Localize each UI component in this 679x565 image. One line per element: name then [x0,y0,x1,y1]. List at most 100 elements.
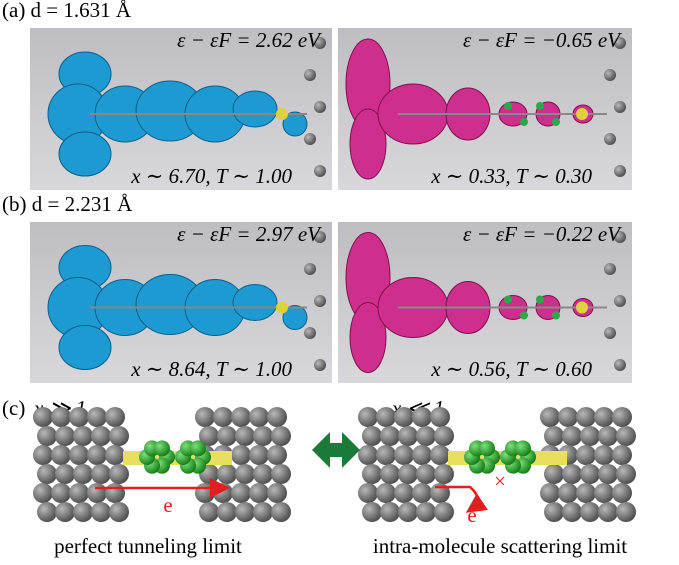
transmission-label: x ∼ 8.64, T ∼ 1.00 [130,357,292,381]
energy-label: ε − εF = −0.22 eV [463,222,622,246]
atom [520,118,528,126]
electrode-atom [69,407,89,427]
electrode-atom [91,502,111,522]
lobe [59,326,111,370]
electrode-atom [69,483,89,503]
electrode-atom [105,407,125,427]
electrode-atom [416,426,436,446]
electrode-atom [87,483,107,503]
electrode-atom [434,426,454,446]
caption: perfect tunneling limit [54,534,242,558]
electrode-atom [55,426,75,446]
electrode-atom [362,426,382,446]
electrode-atom [69,445,89,465]
electrode-atom [562,426,582,446]
electrode-atom [253,426,273,446]
electrode-atom [380,502,400,522]
double-arrow [312,432,360,468]
atom [552,118,560,126]
electrode-atom [199,502,219,522]
electrode-atom [562,464,582,484]
electrode-atom [267,407,287,427]
atom [552,312,560,320]
electrode-atom [109,464,129,484]
electrode-atom [434,464,454,484]
electrode-atom [362,464,382,484]
electrode-atom [231,445,251,465]
gold-atom [604,133,616,145]
electrode-atom [612,407,632,427]
electrode-atom [271,464,291,484]
electrode-atom [380,464,400,484]
electrode-atom [616,426,636,446]
electrode-atom [616,502,636,522]
gold-atom [614,295,626,307]
electrode-atom [249,407,269,427]
electrode-atom [55,464,75,484]
atom [504,296,512,304]
electrode-atom [376,483,396,503]
electrode-atom [87,407,107,427]
electrode-atom [416,464,436,484]
atom [536,102,544,110]
electrode-atom [598,502,618,522]
junction [358,407,636,522]
electrode-atom [267,483,287,503]
electrode-atom [380,426,400,446]
atom [536,296,544,304]
ring-atom [515,440,531,456]
electron-label: e [467,503,476,527]
electrode-atom [235,502,255,522]
electrode-atom [398,426,418,446]
electrode-atom [217,464,237,484]
electrode-atom [412,407,432,427]
electrode-atom [612,445,632,465]
electrode-atom [87,445,107,465]
electrode-atom [576,407,596,427]
electrode-atom [416,502,436,522]
electrode-atom [562,502,582,522]
electrode-atom [51,445,71,465]
electrode-atom [109,502,129,522]
sulfur [576,302,588,314]
gold-atom [604,69,616,81]
electrode-atom [33,483,53,503]
gold-atom [304,133,316,145]
electrode-atom [398,464,418,484]
electrode-atom [580,502,600,522]
electron-label: e [163,493,172,517]
electrode-atom [195,407,215,427]
energy-label: ε − εF = 2.62 eV [177,28,322,52]
electrode-atom [217,426,237,446]
electrode-atom [271,502,291,522]
electrode-atom [594,445,614,465]
panel-label: (a) d = 1.631 Å [2,0,132,22]
electrode-atom [576,483,596,503]
electrode-atom [544,426,564,446]
electrode-atom [558,483,578,503]
electrode-atom [576,445,596,465]
electrode-atom [412,445,432,465]
electrode-atom [358,407,378,427]
electrode-atom [73,464,93,484]
energy-label: ε − εF = −0.65 eV [463,28,622,52]
ring-atom [190,440,206,456]
electrode-atom [598,464,618,484]
electrode-atom [253,464,273,484]
electrode-atom [235,464,255,484]
electrode-atom [217,502,237,522]
blocked-mark: × [494,469,506,493]
electrode-atom [55,502,75,522]
electrode-atom [394,483,414,503]
electrode-atom [105,483,125,503]
electrode-atom [580,464,600,484]
transmission-label: x ∼ 0.33, T ∼ 0.30 [430,164,592,188]
electrode-atom [231,407,251,427]
lobe [233,91,277,127]
lobe [233,285,277,321]
electrode-atom [109,426,129,446]
electrode-atom [430,407,450,427]
gold-atom [304,327,316,339]
electrode-atom [231,483,251,503]
panel-label: (b) d = 2.231 Å [2,192,133,216]
